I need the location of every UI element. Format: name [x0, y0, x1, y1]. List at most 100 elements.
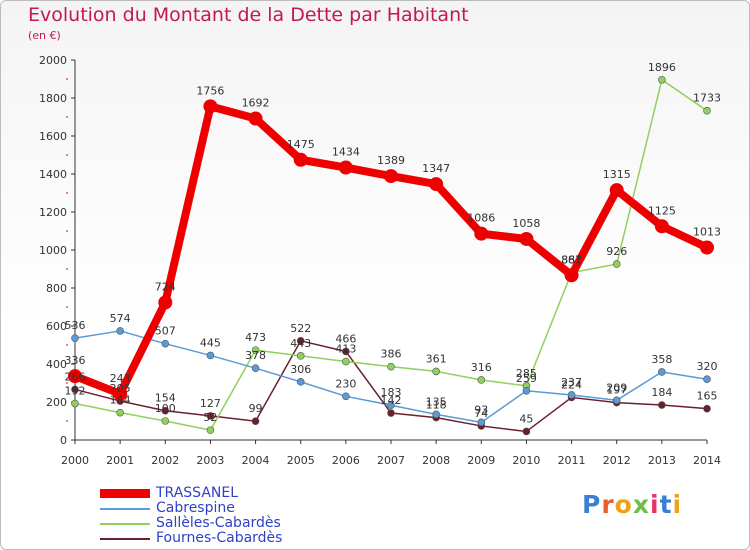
chart-subtitle: (en €): [28, 29, 61, 42]
data-point: [251, 417, 260, 425]
y-tick-label: 1000: [39, 244, 67, 257]
y-tick-label: 1200: [39, 206, 67, 219]
data-label: 1125: [648, 204, 676, 217]
data-point: [116, 408, 124, 417]
data-label: 183: [381, 386, 402, 399]
data-point: [564, 268, 579, 283]
chart-title: Evolution du Montant de la Dette par Hab…: [28, 4, 469, 26]
data-label: 358: [651, 353, 672, 366]
data-label: 118: [426, 399, 447, 412]
data-label: 100: [155, 402, 176, 415]
data-point: [658, 75, 666, 84]
data-label: 259: [516, 372, 537, 385]
data-label: 306: [290, 363, 311, 376]
x-tick-label: 2006: [332, 454, 360, 467]
data-point: [251, 346, 260, 354]
data-point: [203, 99, 218, 114]
data-label: 724: [155, 280, 176, 293]
data-point: [429, 177, 444, 192]
data-label: 285: [516, 367, 537, 380]
x-tick-label: 2001: [106, 454, 134, 467]
legend: TRASSANEL Cabrespine Sallèles-Cabardès F…: [100, 486, 360, 546]
data-point: [116, 327, 124, 335]
y-tick-label: 600: [46, 320, 67, 333]
data-label: 1013: [693, 226, 721, 239]
data-label: 1475: [287, 138, 315, 151]
x-tick-label: 2009: [467, 454, 495, 467]
axes: 0 200 400 600 800 1000 1200 1400 1600 1800 2000 200…: [39, 54, 721, 467]
data-point: [703, 375, 711, 384]
data-label: 466: [335, 332, 356, 345]
x-tick-label: 2002: [151, 454, 179, 467]
data-label: 1347: [422, 162, 450, 175]
data-label: 413: [335, 343, 356, 356]
data-point: [161, 406, 170, 415]
data-point: [612, 260, 621, 268]
y-tick-label: 800: [46, 282, 67, 295]
data-point: [477, 418, 486, 427]
data-point: [71, 334, 79, 342]
data-label: 1086: [467, 212, 495, 225]
data-point: [158, 295, 173, 310]
data-label: 237: [561, 376, 582, 389]
data-point: [432, 410, 440, 419]
logo-letter: x: [632, 490, 650, 519]
logo-letter: i: [672, 490, 683, 519]
data-label: 361: [426, 352, 447, 365]
legend-label-trassanel: TRASSANEL: [156, 485, 239, 501]
data-label: 142: [381, 394, 402, 407]
x-tick-label: 2008: [422, 454, 450, 467]
data-label: 445: [200, 336, 221, 349]
data-point: [522, 427, 531, 436]
data-label: 1434: [332, 146, 360, 159]
x-tick-label: 2013: [648, 454, 676, 467]
data-label: 443: [290, 337, 311, 350]
data-point: [71, 385, 79, 394]
data-point: [387, 362, 395, 371]
data-label: 230: [335, 377, 356, 390]
legend-swatch-trassanel: [100, 489, 150, 498]
data-label: 205: [110, 382, 131, 395]
data-label: 93: [474, 403, 488, 416]
grid: [66, 78, 68, 422]
data-point: [206, 426, 215, 434]
data-point: [342, 392, 350, 401]
x-tick-label: 2004: [242, 454, 270, 467]
proxiti-logo: Proxiti: [582, 490, 682, 519]
data-point: [658, 368, 666, 376]
data-label: 52: [203, 411, 217, 424]
data-label: 574: [110, 312, 131, 325]
series-lines: [68, 75, 714, 436]
data-point: [293, 152, 308, 167]
data-label: 74: [474, 407, 488, 420]
data-label: 266: [65, 370, 86, 383]
y-tick-label: 1800: [39, 92, 67, 105]
data-point: [612, 396, 621, 405]
data-label: 378: [245, 349, 266, 362]
x-tick-label: 2005: [287, 454, 315, 467]
data-point: [161, 417, 170, 425]
y-tick-label: 200: [46, 396, 67, 409]
data-point: [703, 404, 711, 413]
data-point: [477, 376, 486, 384]
x-tick-label: 2003: [196, 454, 224, 467]
data-label: 336: [65, 354, 86, 367]
data-point: [206, 412, 215, 420]
logo-letter: r: [601, 490, 615, 519]
legend-swatch-cabrespine: [100, 508, 150, 510]
data-label: 197: [606, 384, 627, 397]
data-label: 536: [65, 319, 86, 332]
data-label: 1058: [512, 217, 540, 230]
y-tick-label: 400: [46, 358, 67, 371]
legend-label-cabrespine: Cabrespine: [156, 500, 235, 516]
data-point: [342, 347, 350, 356]
data-label: 243: [110, 372, 131, 385]
logo-letter: o: [614, 490, 633, 519]
data-label: 881: [561, 254, 582, 267]
data-point: [113, 386, 128, 401]
data-point: [432, 367, 440, 376]
data-point: [68, 369, 82, 384]
data-label: 1692: [242, 97, 270, 110]
legend-swatch-fournes: [100, 538, 150, 540]
